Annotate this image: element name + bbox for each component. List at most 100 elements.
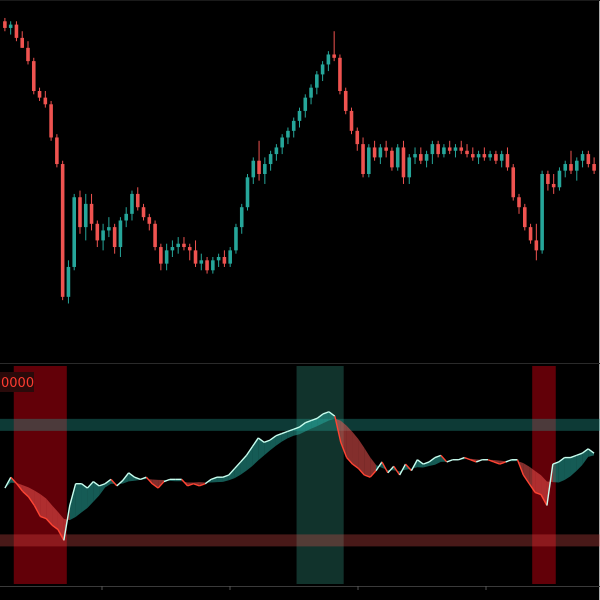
candle-body <box>540 174 544 251</box>
oscillator-line-segment <box>222 474 230 478</box>
oscillator-line-segment <box>434 454 442 459</box>
candle-body <box>49 104 53 138</box>
candle-body <box>384 147 388 151</box>
oscillator-line-segment <box>134 476 141 481</box>
oscillator-line-segment <box>193 483 200 487</box>
candle-body <box>534 240 539 251</box>
candle-body <box>517 197 521 208</box>
cloud-segment-down <box>340 420 347 458</box>
cloud-segment-down <box>535 470 542 495</box>
candle-body <box>60 164 65 297</box>
oscillator-line-segment <box>357 467 365 476</box>
cloud-segment-up <box>311 418 318 429</box>
oscillator-line-segment <box>281 430 288 435</box>
oscillator-line-segment <box>210 476 218 481</box>
candle-body <box>280 137 284 148</box>
oscillator-line-segment <box>534 491 542 496</box>
oscillator-line-segment <box>375 461 383 472</box>
oscillator-line-segment <box>422 461 430 465</box>
cloud-segment-up <box>323 411 329 424</box>
cloud-segment-up <box>99 483 106 496</box>
oscillator-line-segment <box>352 463 359 470</box>
cloud-segment-down <box>152 479 159 489</box>
candle-body <box>326 54 331 65</box>
cloud-segment-down <box>364 447 371 478</box>
candle-body <box>303 97 308 111</box>
oscillator-line-segment <box>322 411 330 415</box>
cloud-segment-down <box>541 475 547 506</box>
candle-body <box>413 154 417 158</box>
candle-body <box>107 227 111 231</box>
candle-body <box>291 120 296 131</box>
oscillator-line-segment <box>140 476 147 481</box>
oscillator-line-segment <box>587 448 595 454</box>
highlight-band <box>13 366 67 584</box>
oscillator-line-segment <box>257 437 265 443</box>
candle-body <box>390 150 394 168</box>
cloud-segment-down <box>52 505 58 530</box>
oscillator-line-segment <box>157 481 165 489</box>
candle-body <box>343 91 348 111</box>
candle-body <box>164 250 169 264</box>
oscillator-line-segment <box>546 464 554 506</box>
oscillator-line-segment <box>576 452 583 457</box>
oscillator-line-segment <box>311 417 318 422</box>
candle-body <box>245 177 250 208</box>
candle-body <box>257 160 261 174</box>
candle-body <box>170 247 175 251</box>
oscillator-line-segment <box>428 456 436 463</box>
oscillator-line-segment <box>446 459 453 463</box>
candle-body <box>26 47 30 62</box>
oscillator-line-segment <box>104 478 112 485</box>
candle-body <box>263 164 267 174</box>
cloud-segment-up <box>281 431 288 442</box>
cloud-segment-up <box>576 453 583 471</box>
cloud-segment-up <box>558 457 565 483</box>
oscillator-line-segment <box>470 459 477 463</box>
candle-body <box>176 243 180 248</box>
candle-body <box>153 223 157 248</box>
oscillator-line-segment <box>505 459 512 463</box>
cloud-segment-up <box>564 457 571 480</box>
candle-body <box>72 197 76 267</box>
cloud-segment-up <box>217 477 223 483</box>
oscillator-line-segment <box>299 422 306 428</box>
oscillator-line-segment <box>181 478 189 487</box>
oscillator-line-segment <box>40 515 47 520</box>
cloud-segment-up <box>429 457 435 466</box>
candle-body <box>205 260 209 271</box>
oscillator-line-segment <box>163 478 171 483</box>
highlight-band <box>296 366 344 584</box>
oscillator-line-segment <box>305 419 312 424</box>
candle-body <box>193 250 198 264</box>
cloud-segment-up <box>69 483 76 521</box>
candle-body <box>239 207 244 228</box>
oscillator-line-segment <box>369 470 377 478</box>
candle-body <box>20 37 25 48</box>
oscillator-line-segment <box>334 415 342 443</box>
candle-body <box>338 57 342 91</box>
candle-body <box>222 257 227 264</box>
oscillator-line-segment <box>33 505 41 517</box>
candle-body <box>488 154 492 158</box>
oscillator-line-segment <box>27 496 35 506</box>
cloud-segment-up <box>228 468 235 481</box>
candle-body <box>511 167 516 198</box>
candle-body <box>367 147 371 174</box>
candle-body <box>286 130 290 138</box>
oscillator-line-segment <box>86 481 94 489</box>
oscillator-line-segment <box>387 465 395 474</box>
oscillator-line-segment <box>493 461 501 465</box>
cloud-segment-up <box>75 483 82 518</box>
candle-body <box>494 154 498 161</box>
candle-body <box>505 154 510 168</box>
oscillator-line-segment <box>263 439 271 443</box>
oscillator-line-segment <box>516 459 525 476</box>
cloud-segment-up <box>305 420 312 432</box>
oscillator-line-segment <box>234 461 242 469</box>
cloud-segment-up <box>328 411 335 421</box>
candle-body <box>361 144 365 174</box>
cloud-segment-down <box>529 466 536 493</box>
oscillator-line-segment <box>393 465 401 476</box>
candle-body <box>31 61 36 91</box>
